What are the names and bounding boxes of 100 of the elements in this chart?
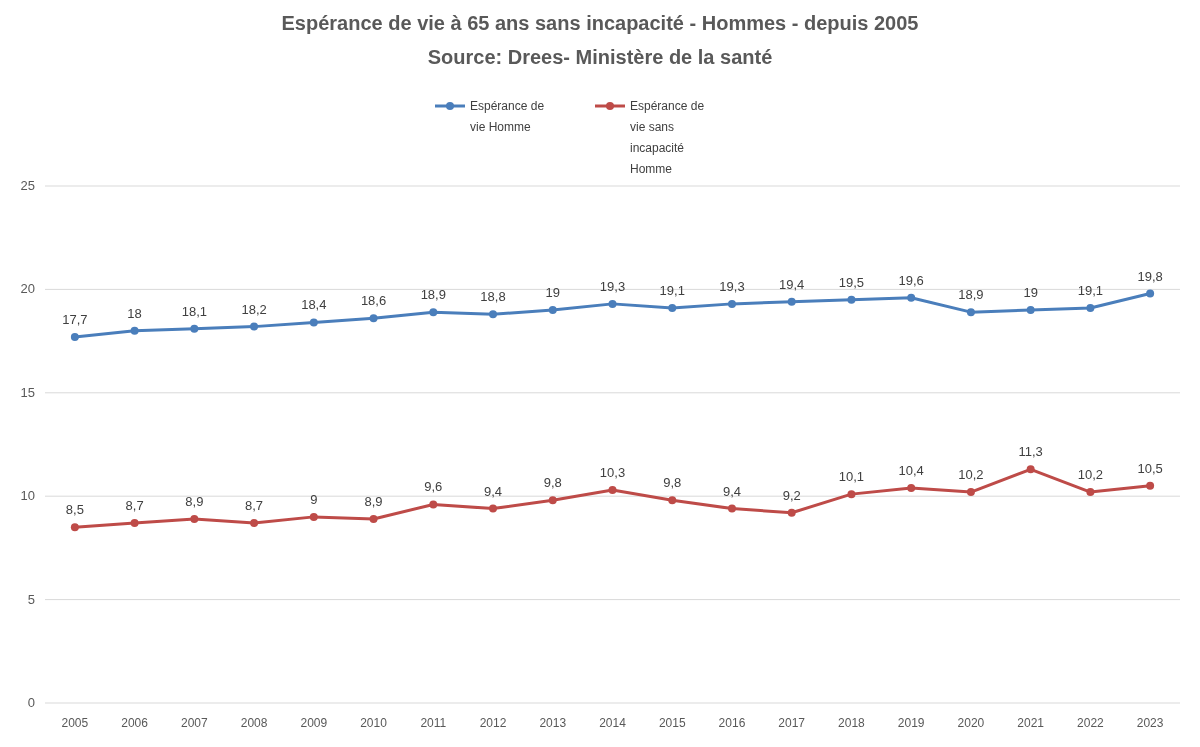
point <box>1086 488 1095 497</box>
data-label: 18,9 <box>958 287 984 303</box>
point <box>369 514 378 523</box>
x-tick-label: 2014 <box>599 716 627 730</box>
data-label: 8,7 <box>245 498 264 514</box>
data-label: 18,1 <box>181 303 207 319</box>
data-label: 8,5 <box>65 502 84 518</box>
point <box>70 332 79 341</box>
data-label: 19,1 <box>1077 283 1104 299</box>
point <box>847 295 856 304</box>
y-tick-label: 20 <box>20 281 35 297</box>
point <box>668 496 677 505</box>
data-label: 10,4 <box>898 462 924 478</box>
x-tick-label: 2006 <box>121 716 149 730</box>
data-label: 19,1 <box>659 283 685 299</box>
chart-title: Espérance de vie à 65 ans sans incapacité - Hommes - depuis 2005 <box>281 12 919 34</box>
point <box>907 483 916 492</box>
point <box>727 299 736 308</box>
point <box>787 508 796 517</box>
point <box>1146 481 1155 490</box>
point <box>369 314 378 323</box>
data-label: 18,2 <box>241 301 267 317</box>
data-label: 19,6 <box>898 272 924 288</box>
data-label: 18,4 <box>301 297 327 313</box>
data-label: 8,7 <box>125 498 144 514</box>
data-label: 19,8 <box>1137 268 1163 284</box>
data-label: 18,8 <box>480 289 506 305</box>
point <box>548 306 557 315</box>
y-tick-label: 25 <box>20 178 35 193</box>
x-tick-label: 2022 <box>1077 716 1105 730</box>
point <box>966 308 975 317</box>
y-tick-label: 0 <box>27 695 35 710</box>
data-label: 10,3 <box>599 465 626 480</box>
data-label: 17,7 <box>62 311 88 327</box>
data-label: 10,2 <box>1077 467 1104 483</box>
legend-label: Espérance de vie sans incapacité Homme <box>630 99 705 176</box>
point <box>70 523 79 532</box>
x-tick-label: 2015 <box>658 716 686 730</box>
x-tick-label: 2008 <box>240 716 268 730</box>
point <box>130 326 139 335</box>
x-tick-label: 2013 <box>539 716 567 730</box>
point <box>1146 289 1155 298</box>
point <box>847 490 856 499</box>
data-label: 8,9 <box>364 493 383 509</box>
y-tick-label: 5 <box>27 591 35 607</box>
x-tick-label: 2018 <box>838 716 866 730</box>
x-tick-label: 2009 <box>300 716 328 730</box>
chart-subtitle: Source: Drees- Ministère de la santé <box>427 46 773 68</box>
x-tick-label: 2017 <box>778 716 806 730</box>
point <box>250 322 259 331</box>
point <box>1026 306 1035 315</box>
data-label: 18,9 <box>420 287 446 303</box>
data-label: 9,8 <box>663 475 682 491</box>
point <box>966 488 975 497</box>
x-tick-label: 2016 <box>718 716 746 730</box>
x-tick-label: 2021 <box>1017 716 1045 730</box>
x-tick-label: 2012 <box>479 716 507 730</box>
point <box>489 504 498 513</box>
x-tick-label: 2020 <box>957 716 985 730</box>
point <box>548 496 557 505</box>
point <box>727 504 736 513</box>
data-label: 9,4 <box>483 483 503 499</box>
point <box>130 519 139 528</box>
y-tick-label: 10 <box>20 488 35 504</box>
data-label: 10,1 <box>838 469 865 485</box>
legend-label: Espérance de vie Homme <box>470 99 545 134</box>
x-tick-label: 2010 <box>360 716 388 730</box>
y-tick-label: 15 <box>20 384 35 400</box>
data-label: 9,4 <box>722 483 742 499</box>
data-label: 19 <box>1023 285 1038 301</box>
data-label: 19,3 <box>599 278 626 294</box>
point <box>309 318 318 327</box>
x-tick-label: 2023 <box>1136 716 1164 730</box>
data-label: 10,5 <box>1137 460 1163 476</box>
point <box>190 514 199 523</box>
data-label: 9,6 <box>424 479 443 495</box>
data-label: 19,4 <box>779 276 805 292</box>
point <box>907 293 916 302</box>
point <box>1026 465 1035 474</box>
data-label: 11,3 <box>1018 444 1043 460</box>
point <box>309 512 318 521</box>
data-label: 8,9 <box>185 493 204 509</box>
point <box>489 310 498 319</box>
point <box>608 486 617 494</box>
data-label: 18,6 <box>360 293 387 309</box>
data-label: 9,2 <box>782 487 801 503</box>
x-tick-label: 2007 <box>180 716 209 730</box>
point <box>787 297 796 306</box>
point <box>668 304 677 313</box>
point <box>250 519 259 528</box>
data-label: 9,8 <box>543 475 562 491</box>
data-label: 9 <box>310 491 318 507</box>
x-tick-label: 2019 <box>897 716 925 730</box>
data-label: 19,5 <box>838 274 865 290</box>
point <box>608 299 617 308</box>
data-label: 19,3 <box>719 278 745 294</box>
x-tick-label: 2011 <box>420 716 447 730</box>
data-label: 18 <box>127 305 142 321</box>
point <box>190 324 199 333</box>
point <box>429 500 438 509</box>
